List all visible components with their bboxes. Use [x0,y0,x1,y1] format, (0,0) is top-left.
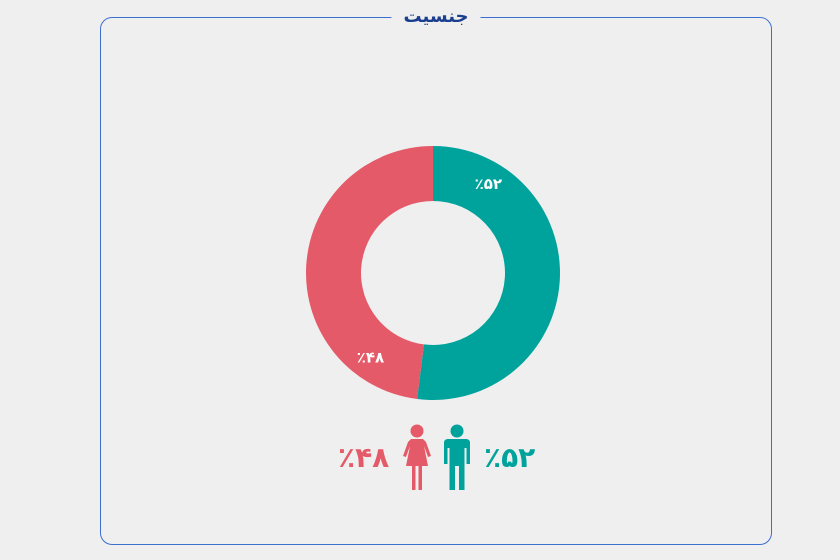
chart-title: جنسیت [391,5,481,29]
legend-female-percent: ٪۴۸ [338,441,390,474]
donut-labels: ٪۵۲ ٪۴۸ [357,175,502,367]
female-person-icon [403,424,432,490]
male-person-icon [444,424,470,490]
donut-slice-1 [305,146,433,399]
donut-slice-label-1: ٪۴۸ [357,348,384,366]
donut-slice-0 [417,146,560,401]
legend-male-percent: ٪۵۲ [484,441,536,474]
legend-male: ٪۵۲ [442,422,535,494]
legend-female: ٪۴۸ [338,422,433,494]
donut-slices [305,146,560,401]
donut-slice-label-0: ٪۵۲ [475,175,502,193]
chart-frame: جنسیت [100,5,772,545]
